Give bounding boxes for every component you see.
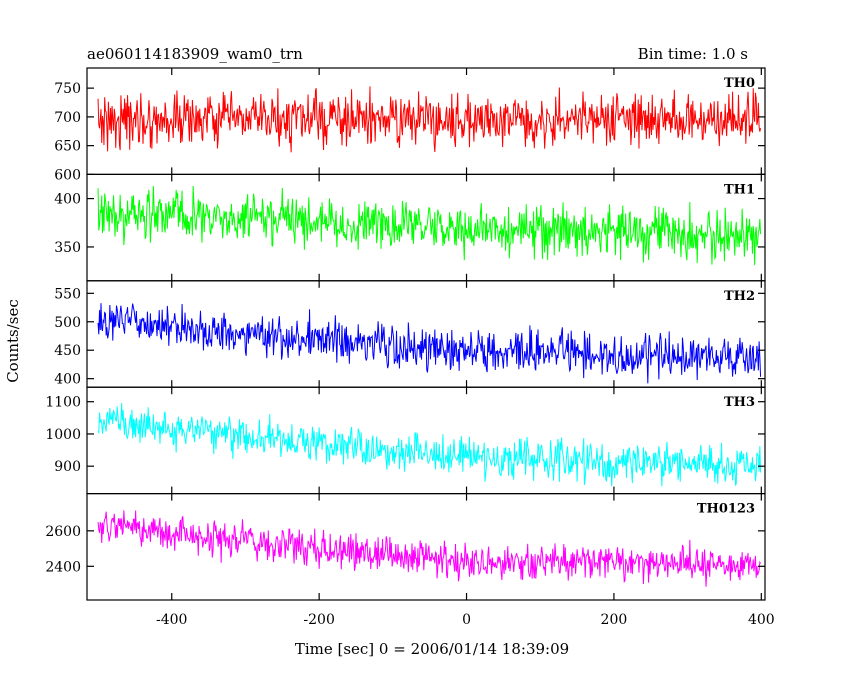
- y-tick-label-th2-500: 500: [54, 315, 81, 331]
- series-line-th1: [97, 185, 762, 266]
- panel-label-th1: TH1: [724, 182, 755, 197]
- x-tick-label-200: 200: [601, 612, 628, 628]
- y-tick-label-th0123-2600: 2600: [45, 524, 81, 540]
- y-tick-label-th2-450: 450: [54, 343, 81, 359]
- panels-group: 600 650 700 750 TH0 350 400 TH1 400 450 500 550 TH2 9…: [45, 67, 766, 601]
- panel-th0123: 2400 2600 TH0123: [45, 493, 766, 601]
- panel-label-th2: TH2: [724, 289, 755, 304]
- y-tick-label-th3-900: 900: [54, 459, 81, 475]
- x-tick-label--400: -400: [156, 612, 187, 628]
- y-tick-label-th2-400: 400: [54, 372, 81, 388]
- chart-title: ae060114183909_wam0_trn: [87, 45, 303, 63]
- panel-label-th3: TH3: [724, 395, 755, 410]
- panel-frame-th0123: [86, 493, 766, 601]
- y-tick-label-th0-600: 600: [54, 167, 81, 183]
- y-tick-label-th0123-2400: 2400: [45, 559, 81, 575]
- series-line-th0: [97, 86, 762, 153]
- x-tick-label--200: -200: [303, 612, 334, 628]
- y-tick-label-th1-400: 400: [54, 192, 81, 208]
- x-tick-label-400: 400: [748, 612, 775, 628]
- x-axis-label: Time [sec] 0 = 2006/01/14 18:39:09: [295, 640, 569, 658]
- x-axis: -400 -200 0 200 400: [156, 612, 775, 628]
- y-tick-label-th0-650: 650: [54, 139, 81, 155]
- y-axis-label: Counts/sec: [4, 299, 22, 383]
- series-line-th0123: [97, 510, 762, 587]
- panel-th1: 350 400 TH1: [54, 173, 766, 282]
- panel-th0: 600 650 700 750 TH0: [54, 67, 766, 183]
- y-tick-label-th0-750: 750: [54, 81, 81, 97]
- y-tick-label-th0-700: 700: [54, 110, 81, 126]
- bin-time-label: Bin time: 1.0 s: [638, 45, 748, 63]
- y-tick-label-th3-1100: 1100: [45, 395, 81, 411]
- panel-th2: 400 450 500 550 TH2: [54, 280, 766, 388]
- x-tick-label-0: 0: [462, 612, 471, 628]
- y-tick-label-th2-550: 550: [54, 286, 81, 302]
- series-line-th3: [97, 403, 762, 487]
- panel-label-th0: TH0: [724, 76, 755, 91]
- panel-th3: 900 1000 1100 TH3: [45, 386, 766, 495]
- y-tick-label-th1-350: 350: [54, 240, 81, 256]
- panel-label-th0123: TH0123: [697, 502, 755, 517]
- y-tick-label-th3-1000: 1000: [45, 427, 81, 443]
- series-line-th2: [97, 303, 762, 384]
